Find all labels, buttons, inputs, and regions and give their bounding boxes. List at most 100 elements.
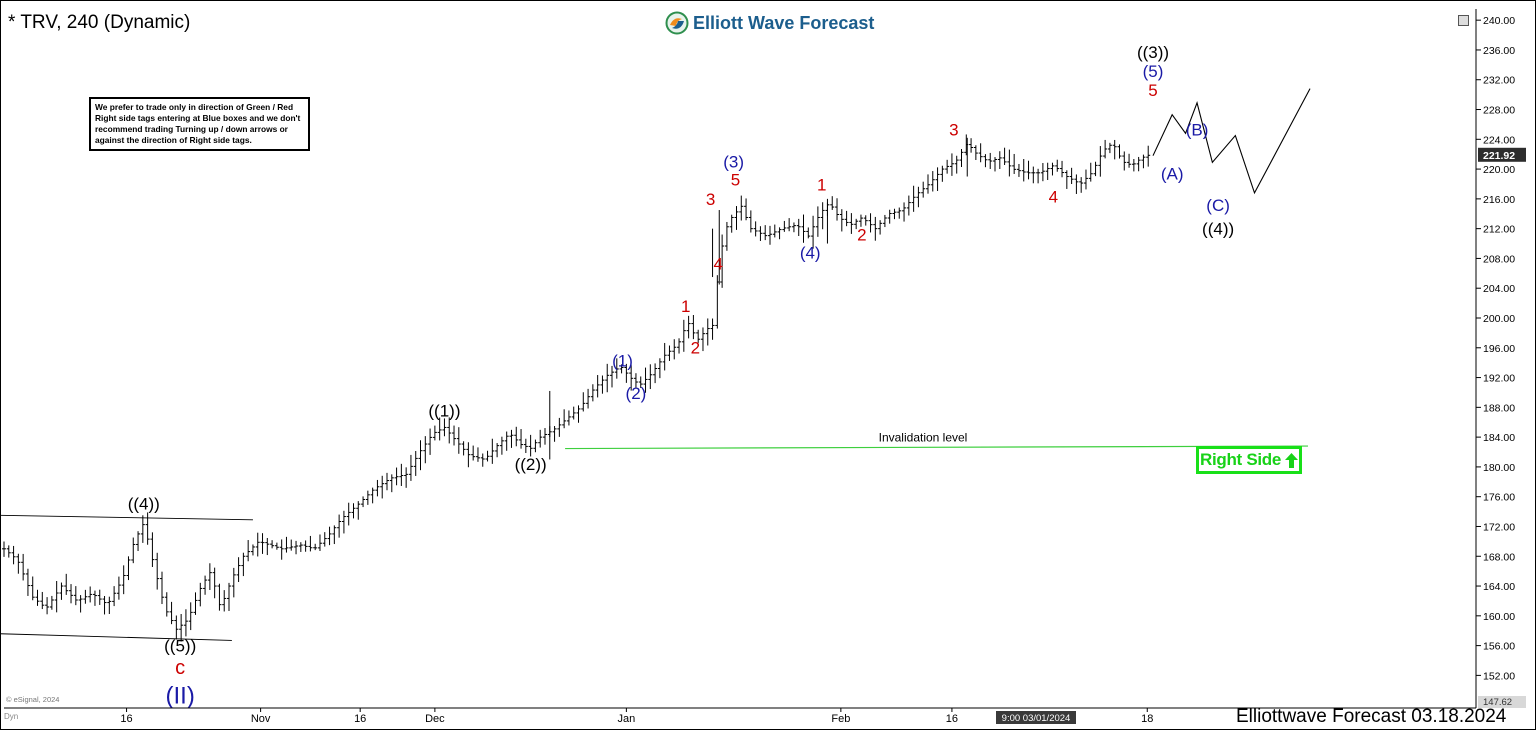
wave-label: 1	[681, 297, 690, 316]
ohlc-bar	[1002, 147, 1007, 166]
ohlc-bar	[681, 319, 686, 352]
wave-label: 3	[949, 121, 958, 140]
ohlc-bar	[399, 463, 404, 486]
window-toggle-icon[interactable]	[1458, 15, 1469, 26]
dyn-tag: Dyn	[4, 712, 19, 721]
axis-min-label: 147.62	[1483, 697, 1512, 708]
ohlc-bar	[528, 434, 533, 457]
ohlc-bar	[59, 582, 64, 600]
up-arrow-icon	[1285, 452, 1299, 468]
ohlc-bar	[806, 227, 811, 239]
ohlc-bar	[265, 537, 270, 556]
ohlc-bar	[183, 609, 188, 637]
price-tick-label: 224.00	[1483, 134, 1515, 146]
ohlc-bar	[504, 431, 509, 451]
ohlc-bar	[744, 198, 749, 221]
ohlc-bar	[1021, 158, 1026, 182]
wave-label: (B)	[1186, 121, 1209, 140]
price-tick-label: 160.00	[1483, 611, 1515, 623]
ohlc-bar	[830, 196, 835, 210]
price-tick-label: 208.00	[1483, 253, 1515, 265]
ohlc-bar	[30, 576, 35, 601]
ohlc-bar	[940, 165, 945, 182]
ohlc-bar	[289, 539, 294, 551]
ohlc-bar	[284, 536, 289, 553]
ohlc-bar	[341, 510, 346, 534]
brand-logo: Elliott Wave Forecast	[665, 11, 874, 35]
price-tick-label: 236.00	[1483, 45, 1515, 57]
ohlc-bar	[408, 454, 413, 481]
ohlc-bar	[116, 576, 121, 600]
ohlc-bar	[729, 214, 734, 233]
ohlc-bar	[1141, 154, 1146, 169]
ohlc-bar	[978, 143, 983, 163]
ohlc-bar	[514, 426, 519, 447]
ohlc-bar	[203, 575, 208, 595]
ohlc-bar	[1050, 162, 1055, 176]
price-tick-label: 184.00	[1483, 432, 1515, 444]
ohlc-bar	[346, 502, 351, 526]
ohlc-bar	[633, 373, 638, 388]
ohlc-bar	[471, 445, 476, 461]
ohlc-bar	[590, 384, 595, 402]
ohlc-bar	[748, 210, 753, 233]
price-tick-label: 228.00	[1483, 105, 1515, 117]
ohlc-bar	[461, 441, 466, 456]
ohlc-bar	[418, 440, 423, 471]
wave-label: (1)	[612, 351, 633, 370]
ohlc-bar	[768, 225, 772, 245]
ohlc-bar	[337, 514, 342, 538]
wave-label: 2	[691, 339, 700, 358]
ohlc-bar	[657, 358, 662, 379]
ohlc-bar	[571, 406, 576, 420]
time-axis[interactable]: 16 Nov 16 Dec Jan Feb 16 18 9:00 03/01/2024	[4, 707, 1476, 725]
ohlc-bar	[21, 553, 26, 581]
right-side-label: Right Side	[1199, 450, 1282, 469]
ohlc-bar	[145, 512, 150, 545]
ohlc-bar	[1098, 146, 1103, 177]
ohlc-bar	[882, 214, 887, 228]
ohlc-bar	[959, 149, 964, 168]
ohlc-bar	[389, 474, 394, 493]
price-tick-label: 180.00	[1483, 462, 1515, 474]
ohlc-bar	[375, 479, 380, 497]
ohlc-bar	[1031, 166, 1036, 184]
ohlc-bar	[739, 195, 744, 221]
ohlc-bar	[298, 542, 303, 552]
price-tick-label: 172.00	[1483, 521, 1515, 533]
price-tick-label: 176.00	[1483, 492, 1515, 504]
ohlc-bar	[791, 222, 796, 233]
wave-label: 4	[1049, 188, 1058, 207]
time-tick-label: 16	[946, 713, 958, 725]
ohlc-bar	[1103, 139, 1108, 159]
price-axis[interactable]: 152.00 156.00 160.00 164.00 168.00 172.00 176.…	[1475, 9, 1526, 708]
ohlc-bar	[734, 206, 739, 230]
ohlc-bar	[600, 375, 605, 394]
wave-label: (3)	[723, 153, 744, 172]
ohlc-bar	[25, 568, 30, 596]
ohlc-bar	[35, 589, 40, 606]
ohlc-bar	[174, 615, 179, 640]
ohlc-bar	[437, 417, 442, 441]
time-tick-label: Nov	[251, 713, 271, 725]
ohlc-bar	[868, 213, 873, 233]
ohlc-bar	[255, 532, 260, 557]
ohlc-bar	[552, 426, 557, 442]
ohlc-bar	[954, 155, 959, 174]
ohlc-bar	[40, 591, 45, 610]
wave-label: (2)	[626, 384, 647, 403]
ohlc-bar	[313, 543, 318, 551]
ohlc-bar	[250, 544, 255, 556]
ohlc-bar	[11, 545, 16, 565]
brand-name: Elliott Wave Forecast	[693, 12, 875, 33]
ohlc-bar	[385, 472, 389, 491]
ohlc-bar	[629, 364, 634, 391]
ohlc-bar	[610, 365, 615, 388]
invalidation-label: Invalidation level	[879, 431, 968, 445]
ohlc-bar	[758, 226, 763, 241]
ohlc-bar	[614, 358, 619, 379]
wave-label: (4)	[800, 243, 821, 262]
ohlc-bar	[1060, 160, 1065, 178]
price-tick-label: 192.00	[1483, 373, 1515, 385]
